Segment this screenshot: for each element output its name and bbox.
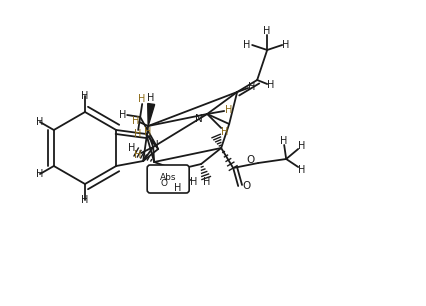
Polygon shape bbox=[148, 103, 155, 126]
Text: H: H bbox=[135, 129, 142, 139]
Text: H: H bbox=[147, 93, 155, 103]
Text: H: H bbox=[129, 143, 136, 153]
Text: H: H bbox=[132, 116, 140, 126]
Text: H: H bbox=[135, 150, 142, 160]
Text: H: H bbox=[264, 26, 271, 36]
Text: H: H bbox=[119, 110, 127, 120]
Text: H: H bbox=[222, 127, 229, 137]
Text: H: H bbox=[36, 169, 43, 179]
Text: Abs: Abs bbox=[160, 173, 176, 181]
Text: N: N bbox=[195, 114, 203, 124]
Text: H: H bbox=[175, 183, 182, 193]
Text: H: H bbox=[225, 105, 233, 115]
Text: H: H bbox=[204, 177, 211, 187]
Text: H: H bbox=[282, 40, 290, 50]
FancyBboxPatch shape bbox=[147, 165, 189, 193]
Text: H: H bbox=[299, 165, 306, 175]
Text: O: O bbox=[242, 181, 250, 191]
Text: H: H bbox=[248, 82, 256, 92]
Text: H: H bbox=[299, 141, 306, 151]
Text: H: H bbox=[190, 177, 198, 187]
Text: H: H bbox=[138, 94, 146, 104]
Text: H: H bbox=[81, 195, 89, 205]
Text: H: H bbox=[268, 80, 275, 90]
Text: H: H bbox=[280, 136, 288, 146]
Text: O: O bbox=[161, 180, 168, 188]
Text: H: H bbox=[81, 91, 89, 101]
Text: H: H bbox=[144, 127, 152, 137]
Text: O: O bbox=[246, 155, 254, 165]
Text: H: H bbox=[244, 40, 251, 50]
Text: H: H bbox=[36, 117, 43, 127]
Text: N: N bbox=[151, 140, 159, 150]
